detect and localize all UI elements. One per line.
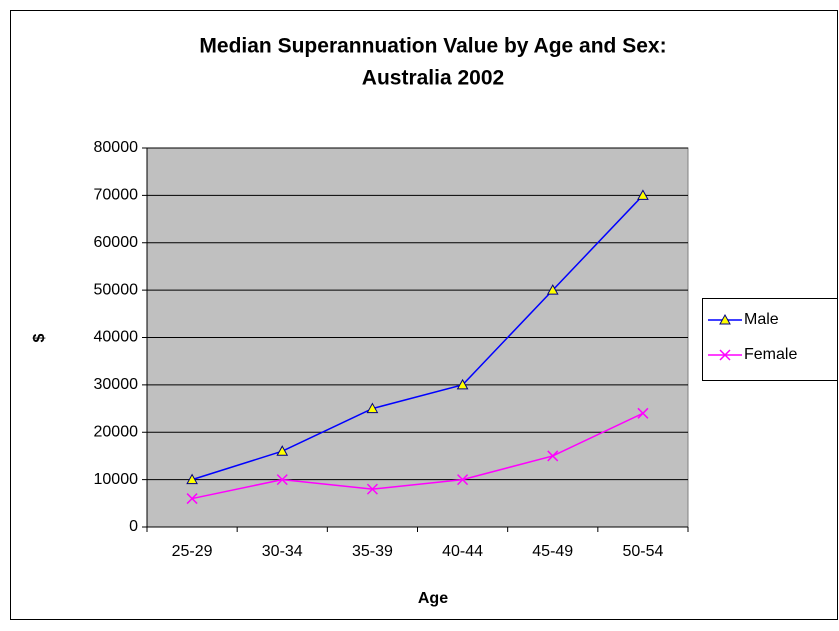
x-tick-label: 35-39 [352,543,393,560]
x-axis-title: Age [418,590,448,607]
marker [456,378,469,390]
x-tick-label: 45-49 [532,543,573,560]
marker [546,284,559,295]
y-tick-label: 80000 [94,139,139,156]
marker [637,407,649,419]
marker [547,450,559,462]
marker [186,493,198,505]
x-tick-label: 40-44 [442,543,483,560]
marker [366,402,379,414]
y-tick-label: 0 [129,518,138,535]
marker [637,189,649,200]
y-tick-label: 70000 [94,187,139,204]
series-line [191,194,644,481]
chart-title: Median Superannuation Value by Age and S… [199,35,666,58]
y-tick-label: 40000 [94,329,139,346]
x-tick-label: 30-34 [262,543,303,560]
chart-title: Australia 2002 [362,67,504,90]
marker [276,474,288,486]
y-tick-label: 60000 [94,234,139,251]
x-tick-label: 50-54 [622,543,663,560]
y-tick-label: 20000 [94,423,139,440]
y-tick-label: 50000 [94,281,139,298]
legend-box [702,298,838,381]
marker [276,445,289,456]
series-line [191,412,644,500]
y-tick-label: 30000 [94,376,139,393]
y-tick-label: 10000 [94,471,139,488]
marker [457,474,469,486]
marker [366,483,378,495]
y-axis-title: $ [31,333,48,342]
legend-marker [719,313,731,325]
x-tick-label: 25-29 [172,543,213,560]
legend-label: Male [744,311,779,328]
marker [186,473,198,485]
legend-label: Female [744,346,797,363]
legend-marker [719,349,731,361]
